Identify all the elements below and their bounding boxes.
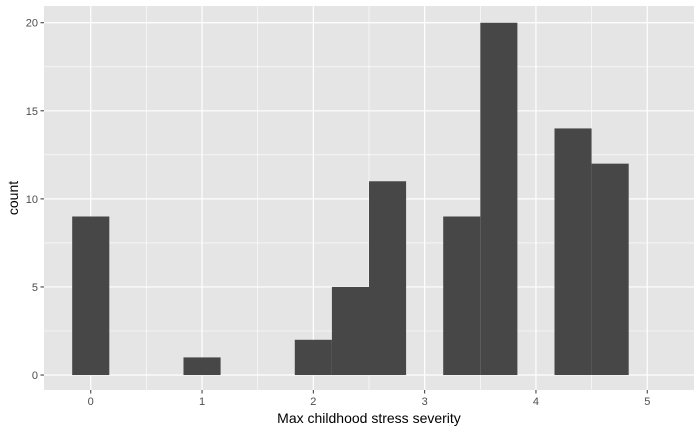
x-axis: 0 1 2 3 4 5	[88, 390, 650, 408]
histogram-bar	[72, 216, 110, 376]
histogram-bar	[443, 216, 481, 376]
y-tick-label: 20	[26, 18, 38, 30]
x-tick-label: 2	[310, 396, 316, 408]
y-axis-title: count	[5, 181, 21, 215]
histogram-bar	[480, 22, 518, 376]
y-axis: 0 5 10 15 20	[26, 18, 44, 382]
histogram-bar	[331, 286, 369, 376]
histogram-bar	[294, 339, 332, 376]
y-tick-label: 5	[32, 282, 38, 294]
x-tick-label: 1	[199, 396, 205, 408]
x-tick-label: 4	[533, 396, 539, 408]
histogram-bar	[591, 163, 629, 376]
x-tick-label: 3	[422, 396, 428, 408]
y-tick-label: 15	[26, 106, 38, 118]
histogram-bars	[72, 22, 629, 376]
histogram-bar	[183, 357, 221, 376]
histogram-bar	[369, 181, 407, 376]
histogram-bar	[554, 128, 592, 376]
x-tick-label: 0	[88, 396, 94, 408]
y-tick-label: 0	[32, 370, 38, 382]
x-axis-title: Max childhood stress severity	[277, 410, 461, 426]
x-tick-label: 5	[644, 396, 650, 408]
y-tick-label: 10	[26, 194, 38, 206]
